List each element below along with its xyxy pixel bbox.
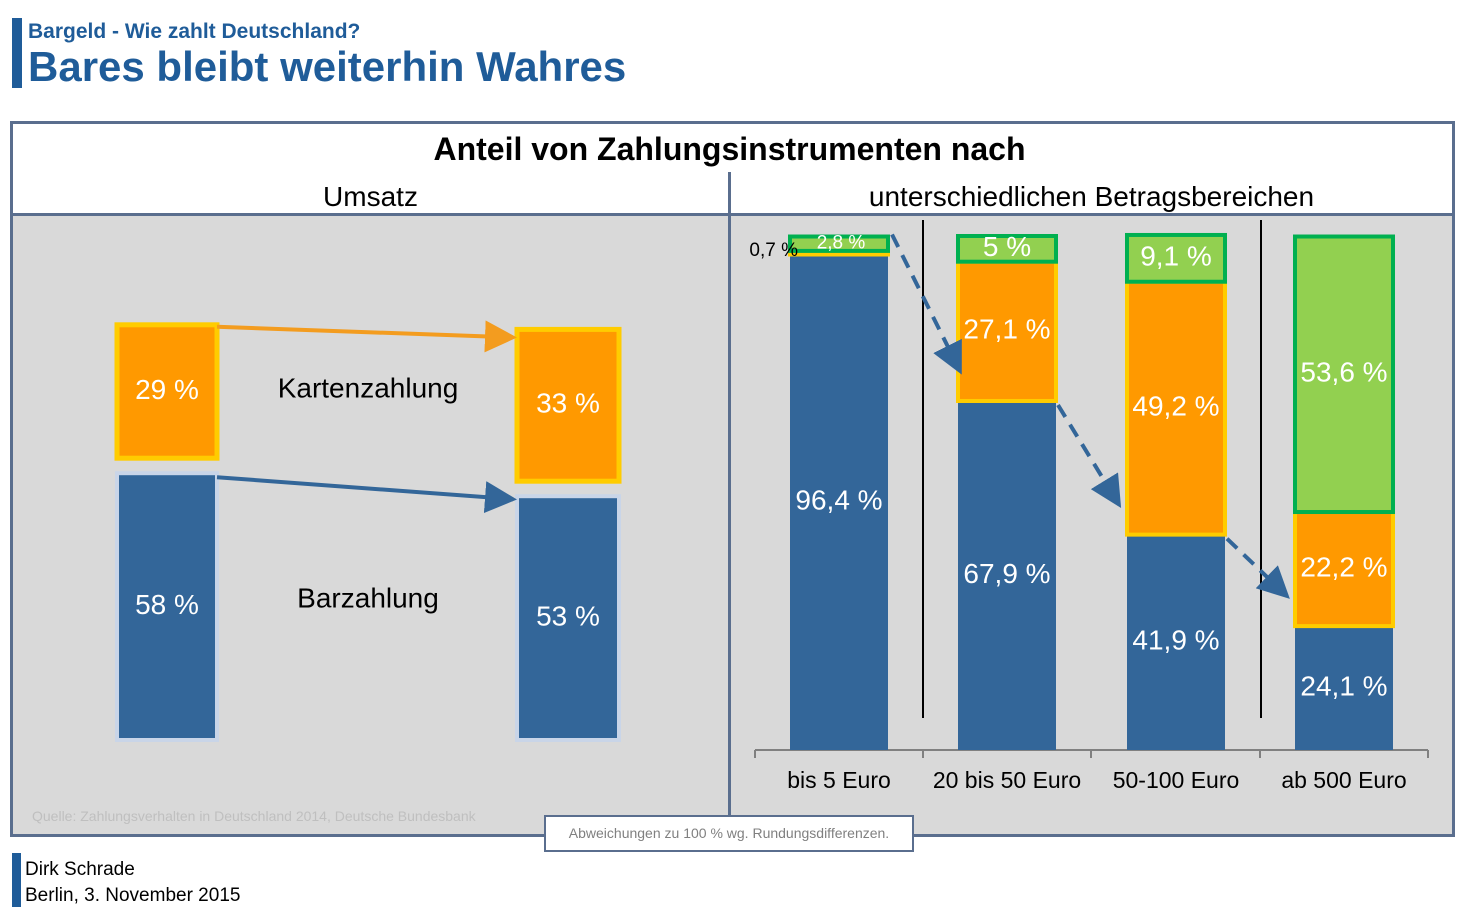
other-segment-3: [1125, 232, 1227, 284]
cash-segment-1: [790, 254, 888, 750]
other-segment-4: [1293, 234, 1395, 515]
author-name: Dirk Schrade: [25, 859, 135, 880]
card-segment-3: [1125, 279, 1227, 537]
left-panel-heading: Umsatz: [323, 181, 418, 212]
category-label-3: 50-100 Euro: [1113, 767, 1240, 793]
title-accent-bar: [12, 18, 22, 88]
umsatz-card-label-1: 29 %: [135, 374, 199, 405]
right-panel-heading: unterschiedlichen Betragsbereichen: [868, 181, 1315, 212]
kartenzahlung-label: Kartenzahlung: [278, 372, 459, 403]
cash-decline-arrow-3: [1225, 537, 1290, 599]
card-value-label-3: 49,2 %: [1132, 391, 1219, 422]
cash-decline-arrow-2: [1056, 403, 1122, 509]
rounding-note: Abweichungen zu 100 % wg. Rundungsdiffer…: [544, 815, 914, 852]
cash-segment-4: [1295, 626, 1393, 750]
card-trend-arrow: [216, 320, 517, 353]
card-value-label-1: 0,7 %: [749, 240, 798, 261]
cash-segment-2: [958, 400, 1056, 750]
other-segment-1: [788, 234, 890, 253]
barzahlung-label: Barzahlung: [297, 582, 439, 613]
category-label-4: ab 500 Euro: [1281, 767, 1406, 793]
panel-divider: [728, 172, 731, 836]
other-value-label-2: 5 %: [983, 231, 1031, 262]
cash-segment-3: [1127, 534, 1225, 750]
page-subtitle: Bargeld - Wie zahlt Deutschland?: [28, 20, 361, 43]
umsatz-cash-label-1: 58 %: [135, 589, 199, 620]
umsatz-cash-bar-2: [515, 494, 621, 743]
umsatz-card-bar-1: [114, 322, 220, 461]
presentation-date: Berlin, 3. November 2015: [25, 885, 241, 906]
card-segment-2: [956, 259, 1058, 403]
other-value-label-3: 9,1 %: [1140, 241, 1212, 272]
cash-value-label-2: 67,9 %: [963, 558, 1050, 589]
category-label-2: 20 bis 50 Euro: [933, 767, 1081, 793]
card-value-label-2: 27,1 %: [963, 314, 1050, 345]
umsatz-card-label-2: 33 %: [536, 388, 600, 419]
chart-header-box: [13, 124, 1452, 216]
umsatz-card-bar-2: [514, 326, 622, 484]
footer-accent-bar: [12, 853, 21, 907]
umsatz-cash-label-2: 53 %: [536, 600, 600, 631]
chart-main-heading: Anteil von Zahlungsinstrumenten nach: [433, 131, 1026, 167]
cash-decline-arrow-1: [890, 233, 962, 375]
other-value-label-4: 53,6 %: [1300, 357, 1387, 388]
category-label-1: bis 5 Euro: [787, 767, 891, 793]
cash-trend-arrow: [216, 475, 517, 514]
other-value-label-1: 2,8 %: [817, 233, 866, 254]
cash-value-label-1: 96,4 %: [795, 485, 882, 516]
source-note: Quelle: Zahlungsverhalten in Deutschland…: [32, 808, 476, 824]
cash-value-label-3: 41,9 %: [1132, 625, 1219, 656]
umsatz-cash-bar-1: [115, 471, 219, 742]
page-title: Bares bleibt weiterhin Wahres: [28, 43, 627, 90]
card-value-label-4: 22,2 %: [1300, 551, 1387, 582]
other-segment-2: [956, 234, 1058, 264]
card-segment-4: [1293, 510, 1395, 629]
cash-value-label-4: 24,1 %: [1300, 670, 1387, 701]
